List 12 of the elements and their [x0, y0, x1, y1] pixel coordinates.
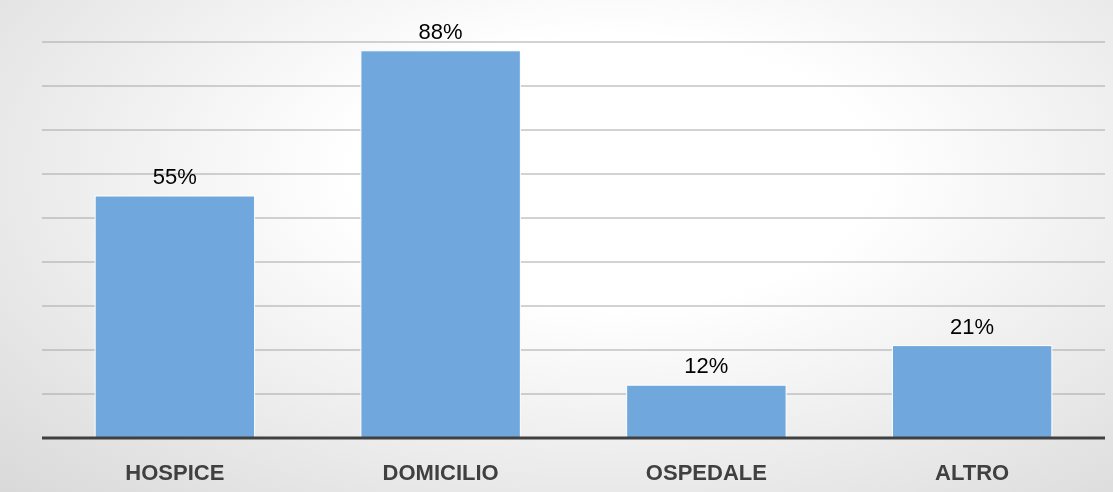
data-label: 21%	[950, 313, 995, 339]
bar	[626, 384, 787, 439]
bar	[891, 345, 1053, 439]
x-tick-label: OSPEDALE	[645, 460, 767, 485]
x-tick-label: HOSPICE	[125, 460, 225, 485]
data-label: 12%	[684, 353, 729, 379]
data-label: 88%	[418, 18, 463, 44]
bar	[94, 195, 256, 439]
x-tick-label: ALTRO	[935, 460, 1010, 485]
data-label: 55%	[152, 164, 197, 189]
bar	[360, 50, 521, 439]
x-tick-label: DOMICILIO	[382, 460, 499, 485]
